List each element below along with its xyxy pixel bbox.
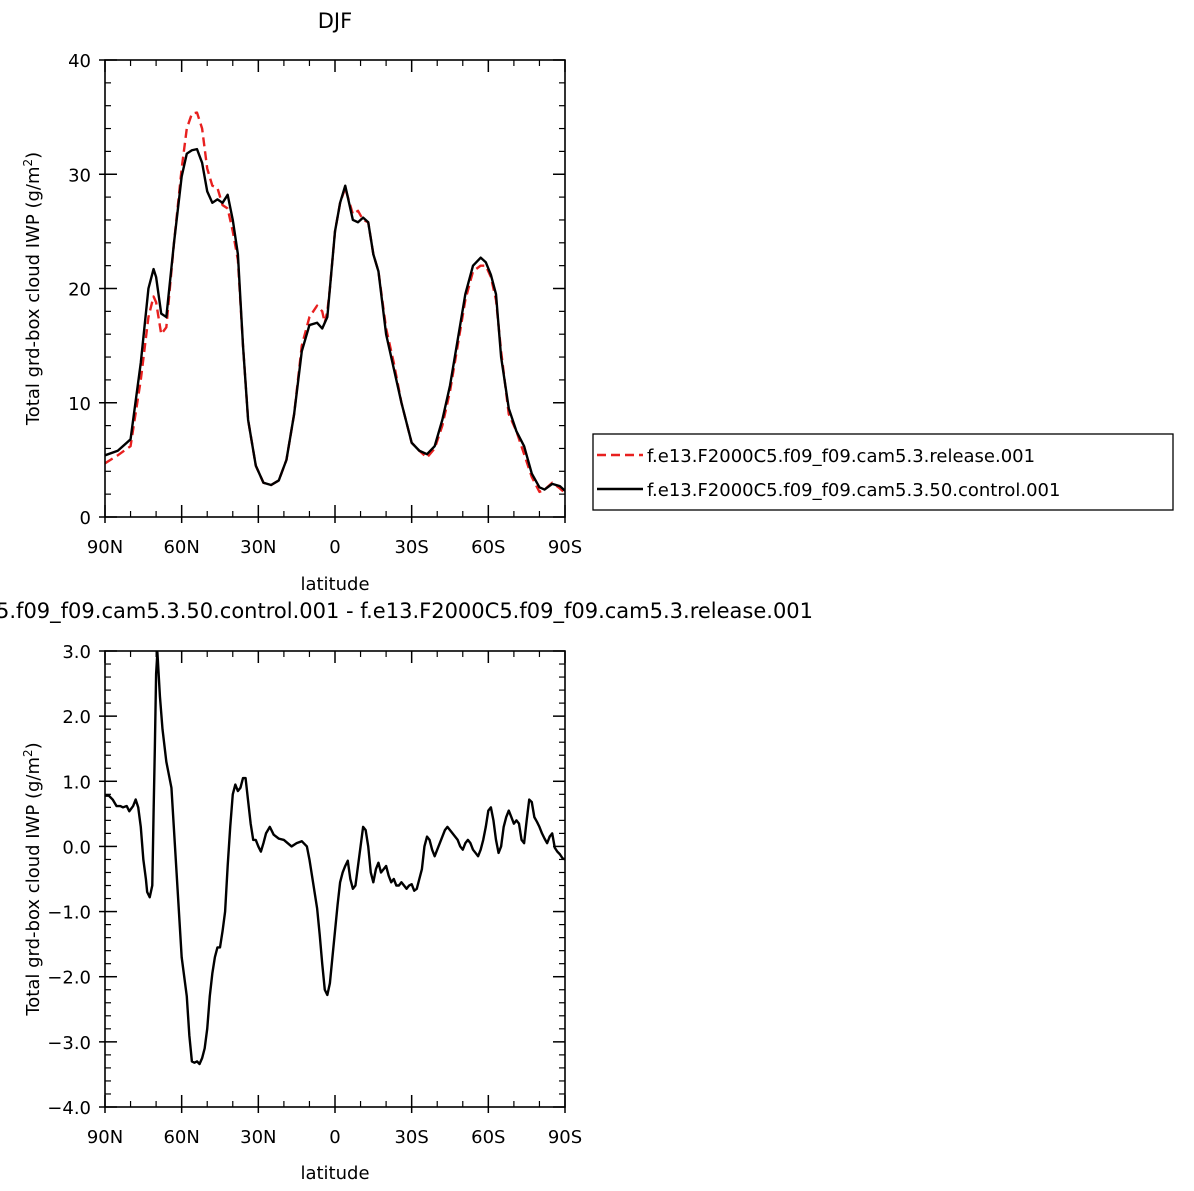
x-tick-label: 30N xyxy=(240,1127,276,1148)
x-tick-label: 30S xyxy=(394,1127,428,1148)
y-tick-label: 30 xyxy=(68,165,91,186)
legend-entry: f.e13.F2000C5.f09_f09.cam5.3.50.control.… xyxy=(647,480,1060,501)
y-tick-label: 40 xyxy=(68,51,91,72)
y-tick-label: −3.0 xyxy=(47,1033,91,1054)
y-tick-label: 2.0 xyxy=(62,707,91,728)
x-tick-label: 90S xyxy=(548,537,582,558)
y-tick-label: 3.0 xyxy=(62,642,91,663)
x-tick-label: 90N xyxy=(87,537,123,558)
plot-frame xyxy=(104,59,566,518)
x-tick-label: 90S xyxy=(548,1127,582,1148)
x-tick-label: 60N xyxy=(163,1127,199,1148)
x-tick-label: 60S xyxy=(471,537,505,558)
y-tick-label: −1.0 xyxy=(47,903,91,924)
x-axis-label: latitude xyxy=(300,1163,369,1184)
y-tick-label: −4.0 xyxy=(47,1098,91,1119)
series-line-1 xyxy=(105,651,565,1066)
series-line-2 xyxy=(105,147,565,492)
y-tick-label: 0.0 xyxy=(62,837,91,858)
y-tick-label: 20 xyxy=(68,280,91,301)
chart-panel-2: f.e13.F2000C5.f09_f09.cam5.3.50.control.… xyxy=(0,599,813,1184)
x-tick-label: 30N xyxy=(240,537,276,558)
y-tick-label: −2.0 xyxy=(47,968,91,989)
chart-title: f.e13.F2000C5.f09_f09.cam5.3.50.control.… xyxy=(0,599,813,624)
y-axis-label: Total grd-box cloud IWP (g/m2) xyxy=(21,152,44,426)
x-tick-label: 30S xyxy=(394,537,428,558)
chart-panel-1: DJF 90N 60N 30N 0 30S 60S 90S 0 10 20 30 40 latitude T… xyxy=(21,9,1174,595)
legend: f.e13.F2000C5.f09_f09.cam5.3.release.001… xyxy=(592,433,1174,511)
x-axis-label: latitude xyxy=(300,574,369,595)
legend-entry: f.e13.F2000C5.f09_f09.cam5.3.release.001 xyxy=(647,446,1035,467)
plot-frame xyxy=(104,650,566,1108)
x-tick-label: 90N xyxy=(87,1127,123,1148)
y-axis-label: Total grd-box cloud IWP (g/m2) xyxy=(21,742,44,1016)
y-tick-label: 10 xyxy=(68,394,91,415)
x-tick-label: 60N xyxy=(163,537,199,558)
y-tick-label: 1.0 xyxy=(62,772,91,793)
x-tick-label: 0 xyxy=(329,1127,340,1148)
chart-title: DJF xyxy=(318,9,352,33)
x-tick-label: 0 xyxy=(329,537,340,558)
x-tick-label: 60S xyxy=(471,1127,505,1148)
y-tick-label: 0 xyxy=(80,508,91,529)
